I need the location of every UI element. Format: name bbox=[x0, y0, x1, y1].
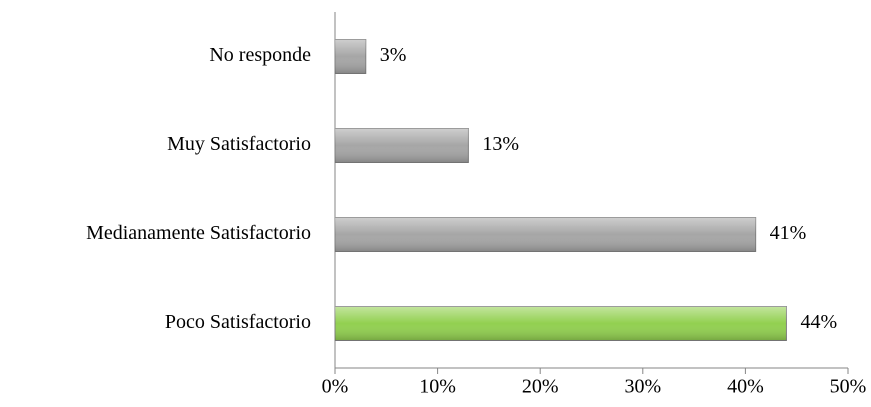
y-tick-label: Muy Satisfactorio bbox=[167, 133, 311, 155]
x-tick-label: 50% bbox=[830, 376, 867, 398]
bar-shine bbox=[335, 39, 366, 74]
y-tick-label: No responde bbox=[209, 44, 311, 66]
y-tick-label: Medianamente Satisfactorio bbox=[86, 222, 311, 244]
x-tick-label: 20% bbox=[522, 376, 559, 398]
x-tick-label: 10% bbox=[419, 376, 456, 398]
data-label: 41% bbox=[770, 222, 807, 244]
bar-shine bbox=[335, 217, 756, 252]
x-tick-label: 30% bbox=[624, 376, 661, 398]
x-tick-label: 40% bbox=[727, 376, 764, 398]
data-label: 13% bbox=[482, 133, 519, 155]
bar-shine bbox=[335, 128, 469, 163]
y-tick-label: Poco Satisfactorio bbox=[165, 311, 311, 333]
data-label: 3% bbox=[380, 44, 407, 66]
data-label: 44% bbox=[800, 311, 837, 333]
bar-shine bbox=[335, 306, 787, 341]
x-tick-label: 0% bbox=[322, 376, 349, 398]
